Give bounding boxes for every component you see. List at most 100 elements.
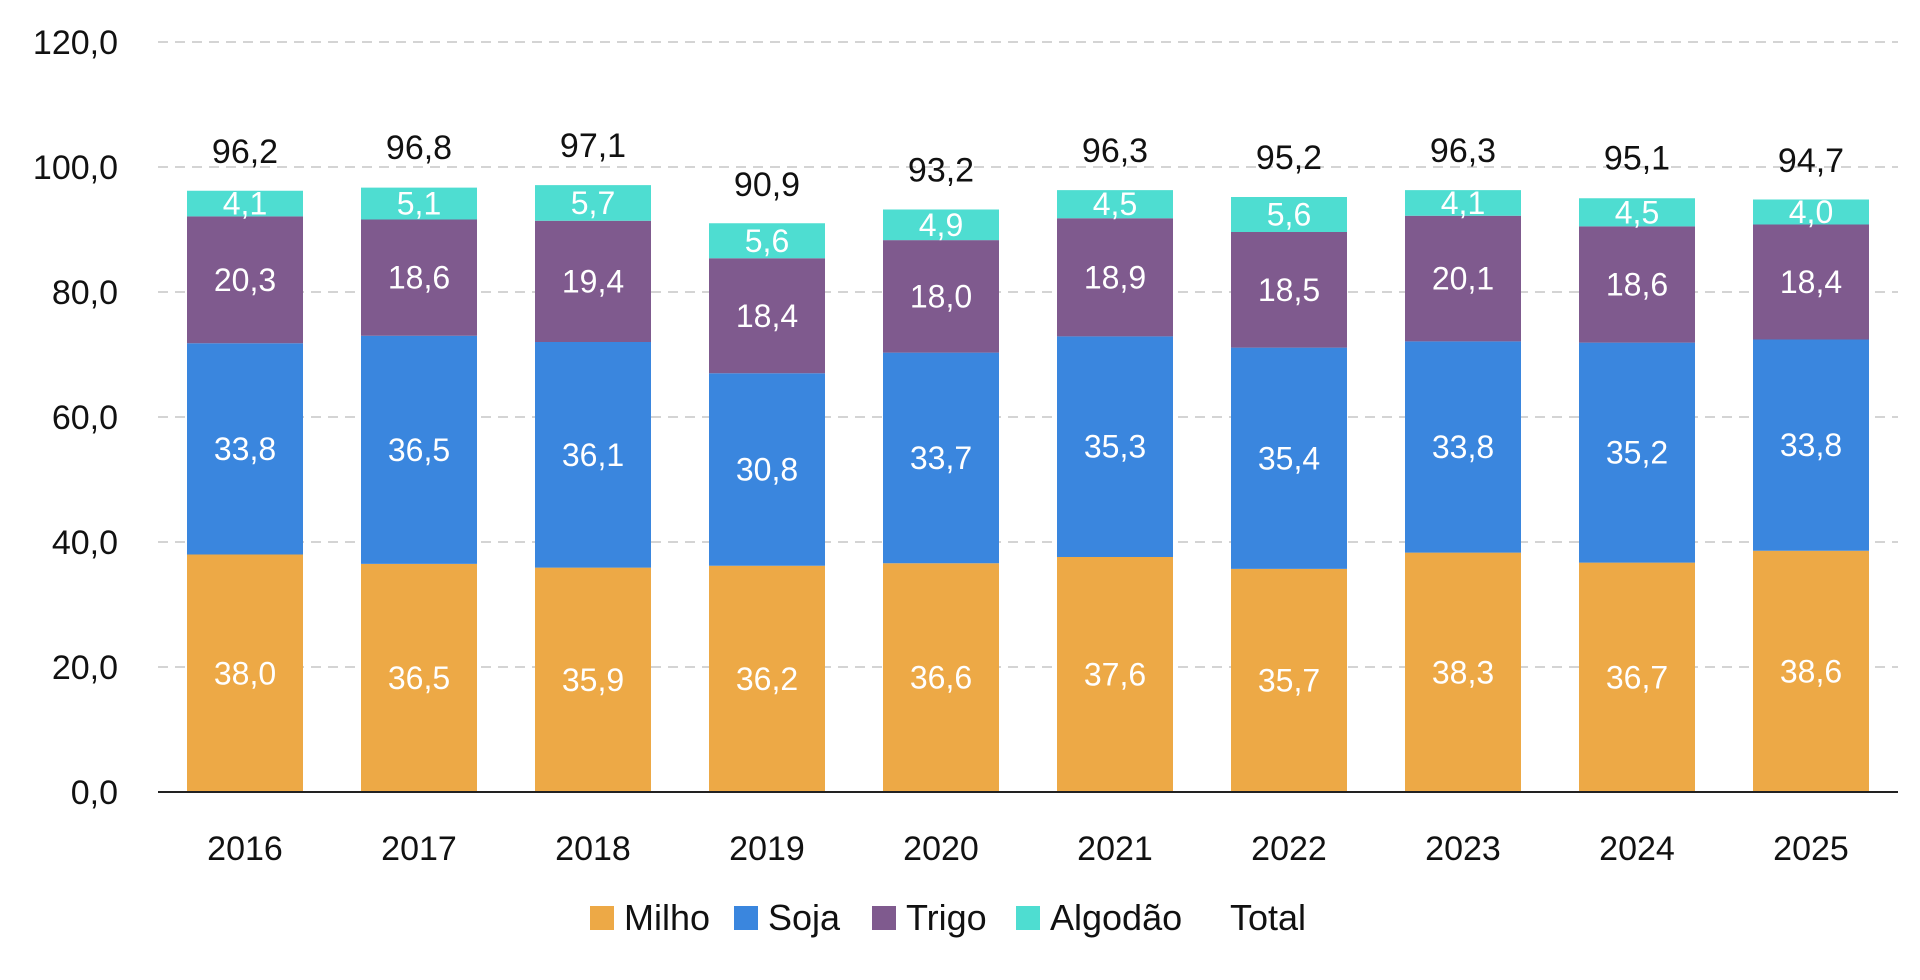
total-label: 94,7 [1778, 142, 1844, 180]
bar-segment-trigo [1231, 232, 1347, 348]
bar-segment-soja [1405, 341, 1521, 553]
bar-stack-2021: 37,6 35,3 18,9 4,5 96,3 [1057, 132, 1173, 792]
bar-segment-trigo [709, 258, 825, 374]
bar-stack-2025: 38,6 33,8 18,4 4,0 94,7 [1753, 142, 1869, 792]
data-label: 36,2 [736, 661, 798, 697]
bar-segment-milho [709, 565, 825, 792]
data-label: 18,6 [1606, 267, 1668, 303]
total-label: 96,8 [386, 129, 452, 167]
bar-segment-soja [1753, 339, 1869, 551]
data-label: 5,6 [1267, 197, 1311, 233]
data-label: 35,9 [562, 662, 624, 698]
x-tick-label: 2020 [903, 830, 979, 868]
x-tick-label: 2022 [1251, 830, 1327, 868]
data-label: 20,1 [1432, 261, 1494, 297]
data-label: 4,1 [1441, 185, 1485, 221]
legend-item-soja: Soja [734, 897, 841, 938]
data-label: 38,6 [1780, 653, 1842, 689]
bar-segment-milho [187, 554, 303, 792]
bar-segment-soja [1231, 347, 1347, 569]
data-label: 33,8 [1432, 429, 1494, 465]
total-label: 96,3 [1082, 132, 1148, 170]
bar-segment-soja [187, 343, 303, 555]
data-label: 33,7 [910, 440, 972, 476]
x-tick-label: 2016 [207, 830, 283, 868]
bar-segment-algodo [1231, 197, 1347, 232]
total-label: 95,1 [1604, 140, 1670, 178]
bar-stack-2024: 36,7 35,2 18,6 4,5 95,1 [1579, 140, 1695, 792]
data-label: 4,1 [223, 186, 267, 222]
x-tick-label: 2019 [729, 830, 805, 868]
legend-swatch [590, 906, 614, 930]
data-label: 36,1 [562, 437, 624, 473]
data-label: 36,7 [1606, 659, 1668, 695]
legend-swatch [1016, 906, 1040, 930]
x-tick-label: 2021 [1077, 830, 1153, 868]
bar-segment-algodo [535, 185, 651, 221]
bar-stack-2017: 36,5 36,5 18,6 5,1 96,8 [361, 129, 477, 792]
y-tick-label: 20,0 [52, 649, 118, 687]
data-label: 18,9 [1084, 259, 1146, 295]
data-label: 33,8 [214, 431, 276, 467]
total-label: 96,3 [1430, 132, 1496, 170]
data-label: 35,7 [1258, 662, 1320, 698]
data-label: 38,3 [1432, 654, 1494, 690]
bar-segment-milho [883, 563, 999, 792]
bar-stack-2020: 36,6 33,7 18,0 4,9 93,2 [883, 152, 999, 792]
data-label: 18,5 [1258, 272, 1320, 308]
bar-stack-2022: 35,7 35,4 18,5 5,6 95,2 [1231, 139, 1347, 792]
y-tick-label: 0,0 [71, 774, 118, 812]
x-tick-label: 2025 [1773, 830, 1849, 868]
bar-segment-soja [535, 342, 651, 568]
bar-segment-algodo [1405, 190, 1521, 216]
bar-segment-algodo [1579, 198, 1695, 227]
data-label: 4,5 [1615, 194, 1659, 230]
data-label: 18,4 [1780, 264, 1842, 300]
total-label: 96,2 [212, 133, 278, 171]
legend: Milho Soja Trigo Algodão Total [590, 897, 1306, 938]
bar-segment-milho [1057, 557, 1173, 792]
bar-segment-trigo [1405, 215, 1521, 342]
x-tick-label: 2018 [555, 830, 631, 868]
legend-label: Trigo [906, 897, 987, 938]
data-label: 36,6 [910, 660, 972, 696]
bar-segment-trigo [1753, 224, 1869, 340]
bar-segment-trigo [883, 240, 999, 353]
data-label: 18,4 [736, 298, 798, 334]
legend-item-trigo: Trigo [872, 897, 987, 938]
total-label: 93,2 [908, 152, 974, 190]
bar-segment-milho [1231, 568, 1347, 792]
bar-segment-algodo [1753, 199, 1869, 225]
y-tick-label: 100,0 [33, 149, 118, 187]
data-label: 19,4 [562, 263, 624, 299]
bar-segment-algodo [187, 190, 303, 217]
data-label: 4,9 [919, 207, 963, 243]
data-label: 18,6 [388, 260, 450, 296]
data-label: 35,4 [1258, 440, 1320, 476]
bar-segment-milho [361, 563, 477, 792]
data-label: 4,5 [1093, 186, 1137, 222]
y-tick-label: 60,0 [52, 399, 118, 437]
bar-segment-algodo [709, 223, 825, 259]
data-label: 36,5 [388, 660, 450, 696]
data-label: 37,6 [1084, 657, 1146, 693]
data-label: 36,5 [388, 432, 450, 468]
x-axis: 2016 2017 2018 2019 2020 2021 2022 2023 2024 2025 [158, 791, 1898, 868]
bar-segment-algodo [883, 209, 999, 241]
legend-item-algodo: Algodão [1016, 897, 1182, 938]
bar-segment-milho [1405, 552, 1521, 792]
bar-segment-milho [1753, 550, 1869, 792]
bar-segment-trigo [1579, 226, 1695, 343]
bar-segment-milho [1579, 562, 1695, 792]
bar-segment-algodo [361, 187, 477, 220]
data-label: 35,3 [1084, 429, 1146, 465]
y-tick-label: 40,0 [52, 524, 118, 562]
data-label: 33,8 [1780, 427, 1842, 463]
bars: 38,0 33,8 20,3 4,1 96,2 36,5 36,5 18,6 5,1 96,8 35… [187, 127, 1869, 792]
total-label: 90,9 [734, 166, 800, 204]
bar-segment-algodo [1057, 190, 1173, 219]
bar-segment-trigo [535, 220, 651, 342]
bar-stack-2016: 38,0 33,8 20,3 4,1 96,2 [187, 133, 303, 792]
x-tick-label: 2024 [1599, 830, 1675, 868]
